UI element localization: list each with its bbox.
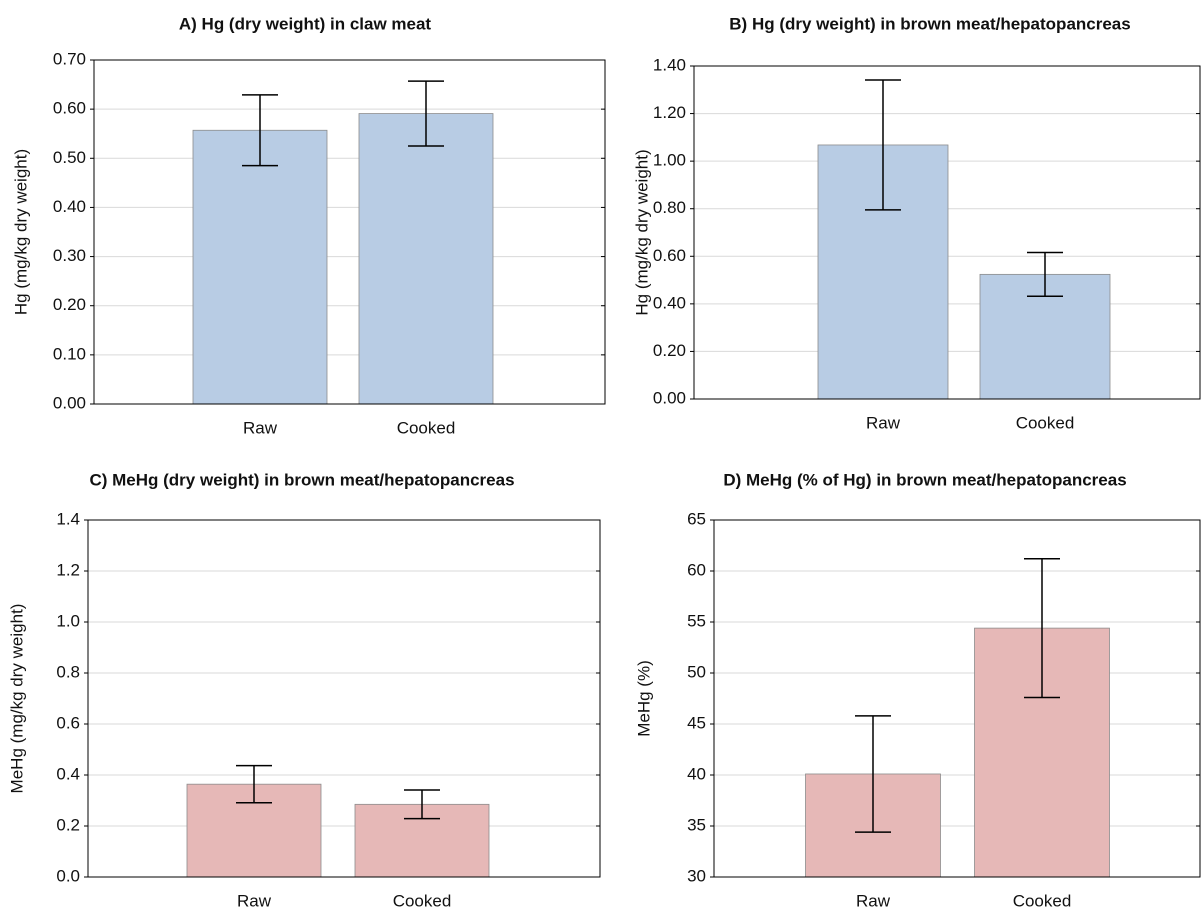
y-tick-label: 0.60	[53, 99, 86, 118]
chart-title: B) Hg (dry weight) in brown meat/hepatop…	[729, 14, 1130, 33]
y-tick-label: 0.8	[56, 662, 80, 681]
error-bar	[865, 79, 901, 211]
y-tick-label: 30	[687, 866, 706, 885]
y-tick-label: 45	[687, 713, 706, 732]
x-tick-label: Raw	[243, 418, 278, 437]
y-tick-label: 0.00	[53, 393, 86, 412]
y-tick-label: 0.2	[56, 815, 80, 834]
plot-frame	[693, 65, 1201, 400]
y-tick-label: 0.10	[53, 344, 86, 363]
y-tick-label: 0.70	[53, 49, 86, 68]
chart-title: C) MeHg (dry weight) in brown meat/hepat…	[89, 470, 514, 489]
x-tick-label: Raw	[237, 891, 272, 907]
y-tick-label: 40	[687, 764, 706, 783]
y-tick-label: 0.20	[653, 341, 686, 360]
y-axis-label: MeHg (%)	[634, 660, 653, 737]
y-tick-label: 1.00	[653, 151, 686, 170]
y-tick-label: 0.30	[53, 246, 86, 265]
y-tick-label: 50	[687, 662, 706, 681]
y-tick-label: 0.40	[53, 197, 86, 216]
y-tick-label: 1.4	[56, 509, 80, 528]
x-tick-label: Raw	[866, 413, 901, 432]
error-bar	[242, 94, 278, 167]
y-axis-label: MeHg (mg/kg dry weight)	[7, 604, 26, 794]
chart-title: A) Hg (dry weight) in claw meat	[179, 14, 432, 33]
bar	[358, 113, 494, 405]
y-tick-label: 1.2	[56, 560, 80, 579]
y-tick-label: 1.0	[56, 611, 80, 630]
y-tick-label: 0.00	[653, 388, 686, 407]
y-tick-label: 0.6	[56, 713, 80, 732]
y-tick-label: 0.20	[53, 295, 86, 314]
error-bar	[1024, 558, 1060, 699]
y-tick-label: 0.0	[56, 866, 80, 885]
chart-title: D) MeHg (% of Hg) in brown meat/hepatopa…	[723, 470, 1126, 489]
y-tick-label: 0.60	[653, 246, 686, 265]
error-bar	[855, 715, 891, 833]
y-axis-label: Hg (mg/kg dry weight)	[632, 149, 651, 315]
error-bar	[404, 789, 440, 820]
y-tick-label: 65	[687, 509, 706, 528]
x-tick-label: Cooked	[393, 891, 452, 907]
y-tick-label: 55	[687, 611, 706, 630]
y-tick-label: 0.80	[653, 198, 686, 217]
plot-frame	[713, 519, 1201, 878]
y-tick-label: 60	[687, 560, 706, 579]
x-tick-label: Cooked	[397, 418, 456, 437]
y-tick-label: 1.20	[653, 103, 686, 122]
y-tick-label: 0.4	[56, 764, 80, 783]
plot-frame	[93, 59, 606, 405]
y-tick-label: 35	[687, 815, 706, 834]
y-axis-label: Hg (mg/kg dry weight)	[11, 149, 30, 315]
y-tick-label: 0.40	[653, 293, 686, 312]
error-bar	[236, 764, 272, 804]
bar	[192, 129, 328, 405]
x-tick-label: Cooked	[1013, 891, 1072, 907]
y-tick-label: 0.50	[53, 148, 86, 167]
error-bar	[408, 80, 444, 147]
error-bar	[1027, 251, 1063, 297]
y-tick-label: 1.40	[653, 55, 686, 74]
plot-frame	[87, 519, 601, 878]
x-tick-label: Cooked	[1016, 413, 1075, 432]
x-tick-label: Raw	[856, 891, 891, 907]
